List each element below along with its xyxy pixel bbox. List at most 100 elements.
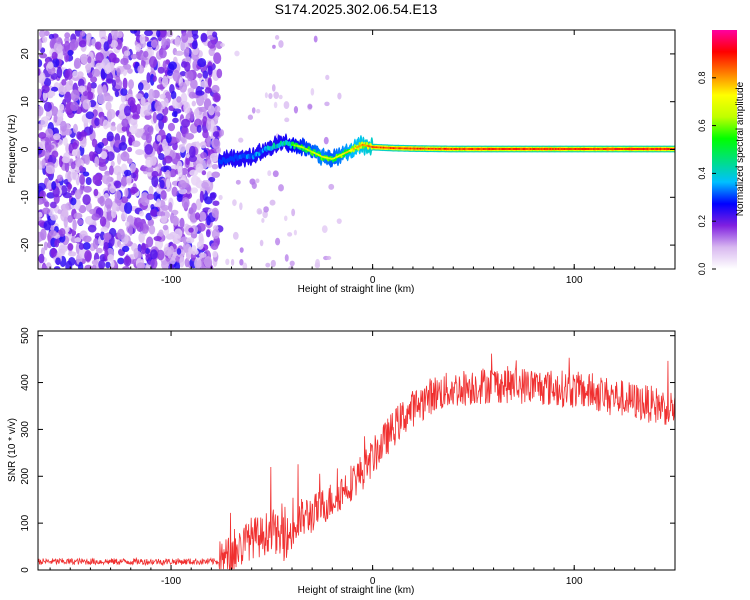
spectrogram-noise-cell [179,71,187,77]
spectrogram-signal-core [467,148,470,151]
spectrogram-signal-core [650,148,653,151]
spectrogram-noise-cell [124,202,133,214]
spectrogram-signal-core [487,148,490,151]
spectrogram-noise-cell [65,260,73,269]
spectrogram-noise-cell [75,156,82,168]
spectrogram-noise-cell [85,215,94,225]
spectrogram-noise-cell [78,40,87,48]
spectrogram-noise-cell [38,58,43,68]
spectrogram-noise-cell [46,180,53,190]
spectrogram-noise-cell [120,213,125,221]
spectrogram-signal-core [451,148,454,151]
spectrogram-noise-cell [211,207,219,219]
spectrogram-noise-cell [165,178,171,190]
spectrogram-noise-cell [173,228,183,239]
spectrogram-noise-cell [150,155,157,166]
spectrogram-noise-cell [163,145,172,153]
spectrogram-signal-core [474,148,477,151]
spectrogram-noise-cell [41,158,46,169]
spectrogram-noise-cell [156,134,162,142]
spectrogram-noise-cell [161,37,167,49]
spectrogram-noise-cell [73,59,80,69]
colorbar-tick-label: 0.6 [697,119,707,132]
spectrogram-noise-cell [202,130,209,139]
spectrogram-noise-cell [158,229,164,237]
spectrogram-signal-core [520,148,523,151]
spectrogram-noise-cell [210,119,215,131]
spectrogram-noise-cell [163,97,169,107]
spectrogram-signal-core [444,147,447,150]
spectrogram-signal-core [592,148,595,151]
spectrogram-signal-core [583,148,586,151]
spectrogram-noise-cell [181,118,191,128]
spectrogram-signal-core [458,148,461,151]
spectrogram-noise-cell [273,101,278,109]
spectrogram-noise-cell [184,257,190,268]
spectrogram-noise-cell [177,179,187,190]
spectrogram-noise-cell [135,43,142,52]
spectrogram-noise-cell [70,101,79,112]
spectrogram-noise-cell [156,198,161,207]
spectrogram-noise-cell [162,224,169,231]
spectrogram-noise-cell [58,228,66,237]
spectrogram-noise-cell [136,221,144,233]
spectrogram-noise-cell [190,175,200,186]
spectrogram-noise-cell [167,69,173,77]
spectrogram-noise-cell [78,205,87,214]
spectrogram-noise-cell [196,124,202,133]
spectrogram-noise-cell [145,248,150,255]
spectrogram-signal-core [392,147,395,150]
spectrogram-noise-cell [43,101,52,112]
spectrogram-noise-cell [50,86,59,92]
spectrogram-signal-core [398,147,401,150]
spectrogram-noise-cell [212,200,220,206]
spectrogram-noise-cell [156,211,163,217]
spectrogram-noise-cell [161,75,169,88]
spectrogram-signal-core [497,148,500,151]
spectrogram-noise-cell [38,211,43,218]
spectrogram-signal-core [391,147,394,150]
spectrogram-noise-cell [264,92,268,99]
spectrogram-xtick-label: -100 [161,275,181,286]
spectrogram-noise-cell [78,85,86,93]
spectrogram-signal-core [621,148,624,151]
spectrogram-noise-cell [287,232,293,237]
spectrogram-noise-cell [247,114,254,120]
spectrogram-noise-cell [211,228,220,239]
spectrogram-noise-cell [38,253,45,264]
spectrogram-noise-cell [64,69,69,81]
spectrogram-noise-cell [336,218,342,225]
spectrogram-noise-cell [272,170,279,178]
spectrogram-noise-cell [176,96,182,103]
spectrogram-signal-core [560,148,563,151]
snr-chart: -100 0 100 0 100 200 300 400 500 Height of strai… [7,327,676,596]
spectrogram-noise-cell [257,210,263,215]
spectrogram-noise-cell [72,70,79,78]
spectrogram-signal-core [405,147,408,150]
spectrogram-noise-cell [270,259,276,268]
spectrogram-noise-cell [130,53,138,60]
spectrogram-noise-cell [172,69,181,82]
spectrogram-signal-core [552,148,555,151]
spectrogram-noise-cell [58,85,67,95]
spectrogram-signal-core [419,147,422,150]
spectrogram-signal-core [432,147,435,150]
spectrogram-noise-cell [85,33,90,46]
spectrogram-noise-cell [218,194,223,200]
spectrogram-noise-cell [157,66,165,74]
spectrogram-noise-cell [274,35,280,40]
spectrogram-noise-cell [85,111,95,120]
spectrogram-signal-core [395,147,398,150]
spectrogram-signal-core [655,148,658,151]
spectrogram-plot-area [38,30,675,269]
spectrogram-signal-core [608,148,611,151]
spectrogram-signal-core [465,148,468,151]
spectrogram-noise-cell [99,216,107,227]
spectrogram-signal-core [488,148,491,151]
spectrogram-noise-cell [129,163,137,173]
spectrogram-xlabel: Height of straight line (km) [298,284,415,295]
spectrogram-noise-cell [158,48,167,59]
spectrogram-signal-core [492,148,495,151]
spectrogram-signal-core [430,147,433,150]
spectrogram-noise-cell [51,181,57,191]
